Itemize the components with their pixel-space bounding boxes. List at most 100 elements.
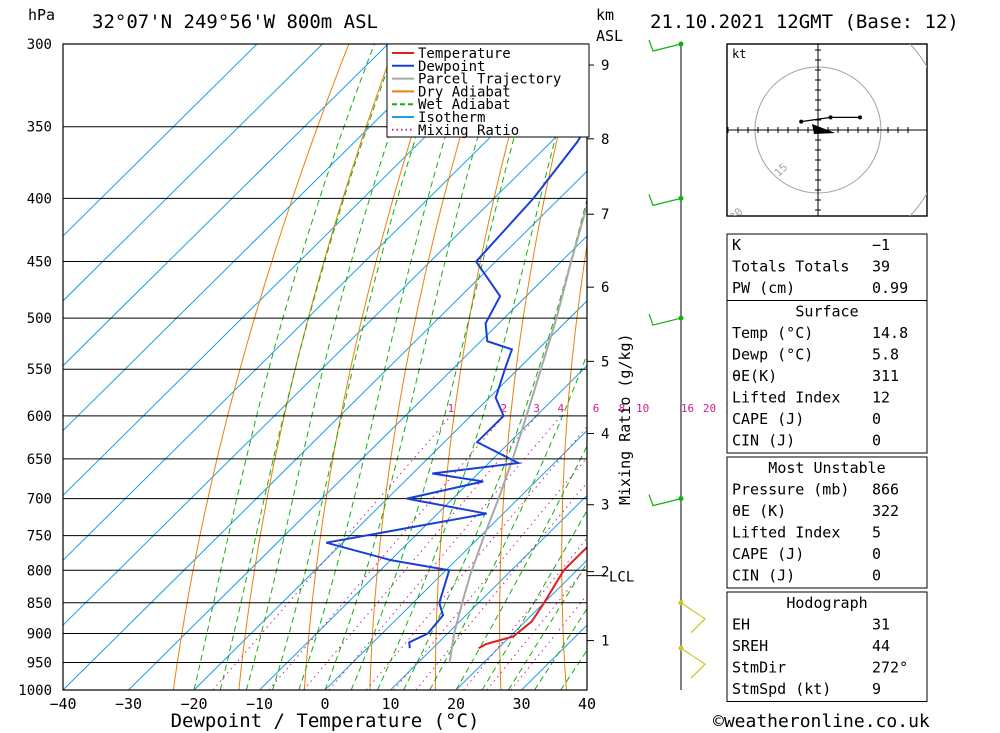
legend-label: Mixing Ratio xyxy=(418,123,519,139)
mixing-ratio-label: 4 xyxy=(558,402,565,415)
table-row-value: 44 xyxy=(872,637,890,655)
skewt-plot: 12346810162025 3003504004505005506006507… xyxy=(18,37,1000,713)
table-row-label: Pressure (mb) xyxy=(732,481,849,499)
table-frame xyxy=(726,233,928,301)
isotherm-line xyxy=(63,44,520,497)
location-title: 32°07'N 249°56'W 800m ASL xyxy=(92,11,378,33)
plot-frame xyxy=(62,43,588,691)
pressure-tick-label: 800 xyxy=(27,563,52,579)
table-row-value: 31 xyxy=(872,616,890,634)
table-row-label: Totals Totals xyxy=(732,258,849,276)
wet-adiabat-line xyxy=(193,44,375,690)
parcel-trajectory-line xyxy=(448,201,587,663)
table-row-label: θE(K) xyxy=(732,367,777,385)
wind-barb xyxy=(680,602,706,634)
wind-barb xyxy=(648,194,682,207)
mixing-ratio-label: 6 xyxy=(593,402,600,415)
table-row-value: 5.8 xyxy=(872,346,899,364)
km-tick-label: 9 xyxy=(601,58,609,74)
dewpoint-line xyxy=(326,123,587,649)
pressure-tick-label: 550 xyxy=(27,362,52,378)
mixing-ratio-line xyxy=(268,415,505,690)
mixing-ratio-label: 3 xyxy=(533,402,540,415)
table-frame xyxy=(726,456,928,589)
table-row-value: −1 xyxy=(872,236,890,254)
table-row-label: StmDir xyxy=(732,659,786,677)
table-row-label: Lifted Index xyxy=(732,389,840,407)
isotherm-line xyxy=(390,494,587,690)
hodograph-point xyxy=(858,115,862,120)
datetime-title: 21.10.2021 12GMT (Base: 12) xyxy=(650,11,959,33)
legend-label: Temperature xyxy=(418,46,511,62)
km-tick-label: 3 xyxy=(601,498,609,514)
table-row-value: 12 xyxy=(872,389,890,407)
x-axis-title: Dewpoint / Temperature (°C) xyxy=(171,710,480,732)
table-row-value: 0 xyxy=(872,545,881,563)
dry-adiabat-line xyxy=(680,44,720,690)
wet-adiabat-line xyxy=(272,44,447,690)
temperature-tick-label: 20 xyxy=(447,695,465,713)
wet-adiabat-line xyxy=(219,44,398,690)
wet-adiabat-line xyxy=(455,444,587,690)
temperature-tick-label: −20 xyxy=(180,695,207,713)
table-row-value: 0.99 xyxy=(872,279,908,297)
temperature-tick-label: −40 xyxy=(49,695,76,713)
mixing-ratio-axis-title: Mixing Ratio (g/kg) xyxy=(616,333,634,505)
legend-label: Dry Adiabat xyxy=(418,84,511,100)
km-tick-label: 5 xyxy=(601,354,609,370)
temperature-line xyxy=(478,545,587,650)
table-row-value: 0 xyxy=(872,410,881,428)
pressure-unit-label: hPa xyxy=(28,6,55,24)
mixing-ratio-line xyxy=(486,565,587,690)
km-tick-label: 2 xyxy=(601,565,609,581)
temperature-tick-label: −10 xyxy=(246,695,273,713)
pressure-tick-label: 650 xyxy=(27,452,52,468)
pressure-axis-labels: 300 350 400 450 500 550 600 650 700 750 800 850 900 9… xyxy=(18,37,52,699)
mixing-ratio-label: 16 xyxy=(681,402,694,415)
wind-barb xyxy=(648,39,682,52)
pressure-tick-label: 300 xyxy=(27,37,52,53)
temperature-axis-labels: −40 −30 −20 −10 0 10 20 30 40 xyxy=(49,695,596,713)
table-row-value: 14.8 xyxy=(872,324,908,342)
isotherm-line xyxy=(63,44,585,562)
height-unit-asl-label: ASL xyxy=(596,27,623,45)
isotherm-line xyxy=(259,365,587,690)
km-tick-label: 1 xyxy=(601,634,609,650)
wet-adiabat-line xyxy=(245,44,422,690)
table-title: Most Unstable xyxy=(768,459,885,477)
table-row-value: 0 xyxy=(872,567,881,585)
wet-adiabat-line xyxy=(298,44,475,690)
isotherm-line xyxy=(128,235,587,690)
table-row-value: 322 xyxy=(872,502,899,520)
mixing-ratio-line xyxy=(303,415,538,690)
km-tick-label: 4 xyxy=(601,427,609,443)
dry-adiabat-line xyxy=(948,44,1000,690)
pressure-tick-label: 950 xyxy=(27,655,52,671)
temperature-tick-label: 10 xyxy=(381,695,399,713)
temperature-tick-label: 0 xyxy=(320,695,329,713)
wind-barb xyxy=(680,647,706,679)
dry-adiabat-line xyxy=(172,44,350,690)
wet-adiabat-line xyxy=(403,197,587,690)
isotherm-line xyxy=(63,170,587,690)
profile-lines xyxy=(326,123,587,663)
table-row-label: CAPE (J) xyxy=(732,545,804,563)
table-row-label: EH xyxy=(732,616,750,634)
table-title: Hodograph xyxy=(786,594,867,612)
km-tick-label: 7 xyxy=(601,207,609,223)
dry-adiabat-line xyxy=(369,44,489,690)
hodograph-ring-label: 45 xyxy=(683,250,702,269)
hodograph-unit-label: kt xyxy=(732,47,746,61)
height-km-axis: 1 2 3 4 5 6 7 8 9 LCL xyxy=(587,58,634,650)
wind-profile xyxy=(648,39,706,690)
table-row-label: Dewp (°C) xyxy=(732,346,813,364)
hodograph-point xyxy=(828,115,833,120)
km-tick-label: 8 xyxy=(601,132,609,148)
table-row-label: Lifted Index xyxy=(732,524,840,542)
table-row-value: 9 xyxy=(872,680,881,698)
legend-box xyxy=(386,43,590,138)
wind-barb xyxy=(648,494,682,507)
table-row-label: K xyxy=(732,236,741,254)
table-row-value: 5 xyxy=(872,524,881,542)
